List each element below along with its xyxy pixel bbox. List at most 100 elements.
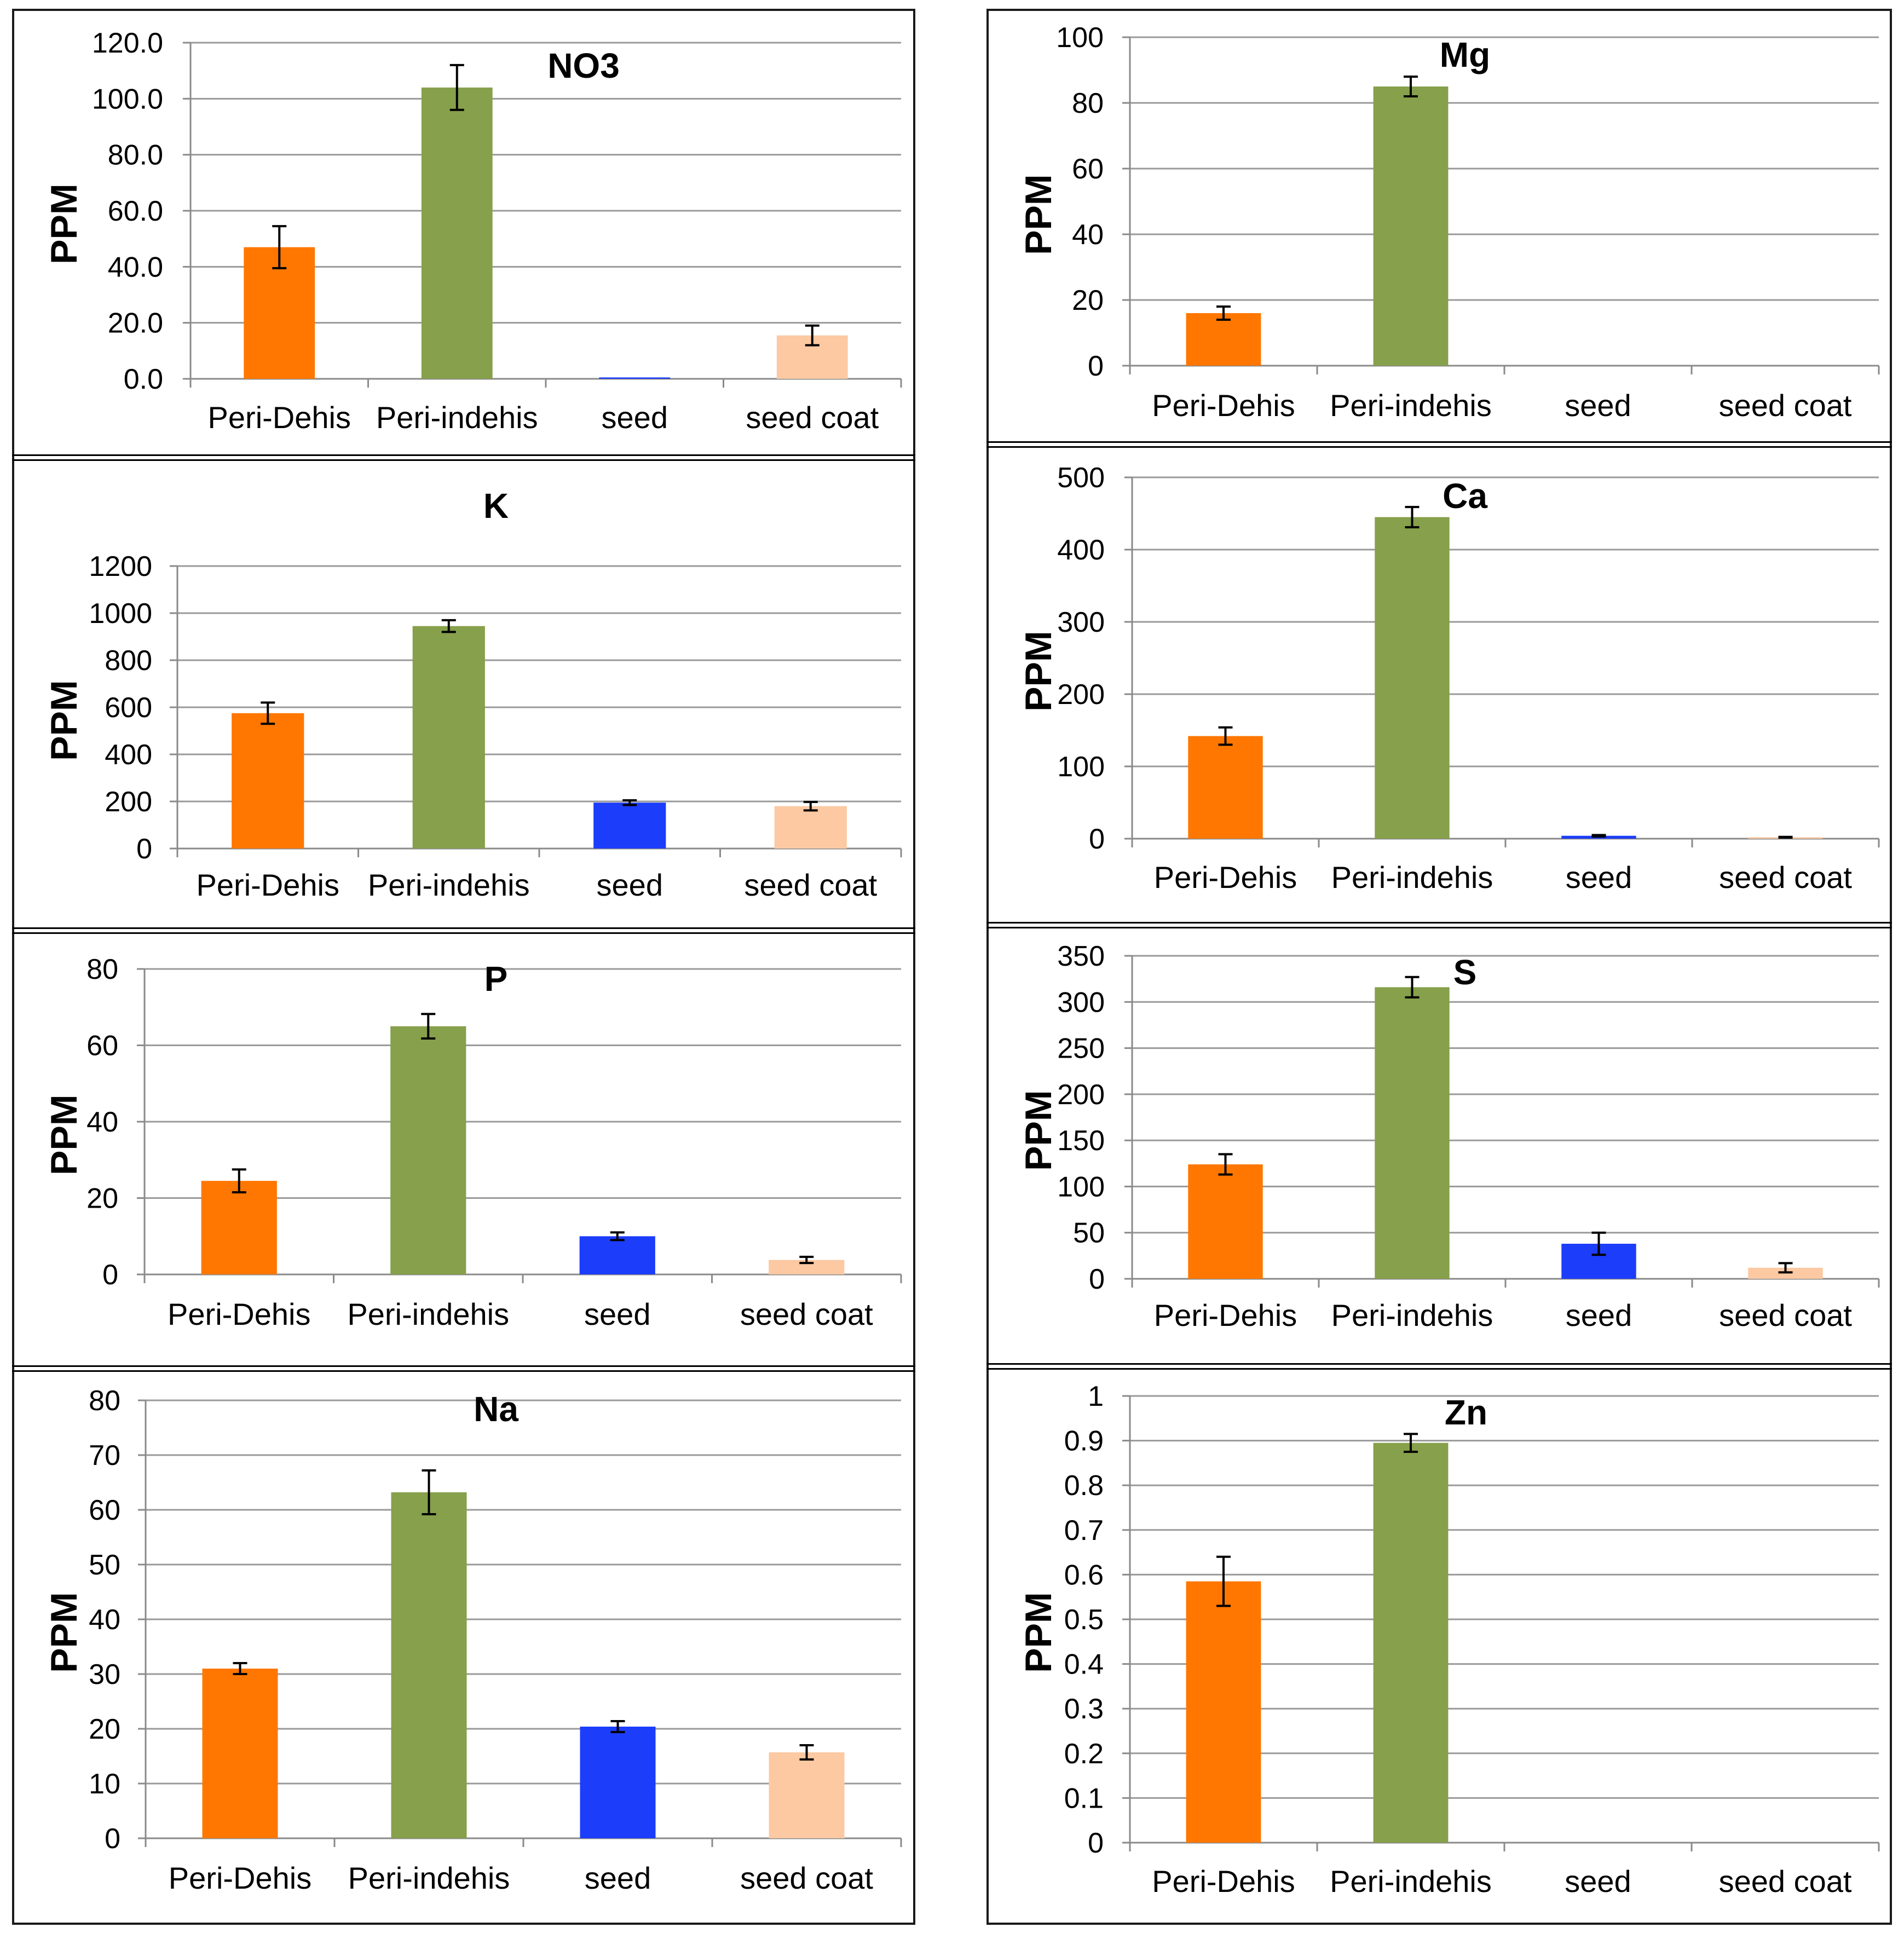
y-tick-label: 400 <box>105 739 152 771</box>
y-tick-label: 400 <box>1057 534 1105 566</box>
chart-svg-p: 0 20 40 60 80 Peri-Dehis Peri-indehis seed seed … <box>43 954 902 1331</box>
category-label-seed: seed <box>1566 860 1632 895</box>
y-tick-label: 20 <box>1072 285 1104 316</box>
chart-title: P <box>484 959 508 999</box>
category-label-peri-dehis: Peri-Dehis <box>1152 388 1295 423</box>
chart-title: K <box>483 486 509 526</box>
y-tick-label: 70 <box>89 1440 120 1472</box>
bar-peri-dehis <box>232 713 304 849</box>
bar-peri-dehis <box>1186 313 1261 366</box>
y-tick-label: 150 <box>1057 1125 1105 1157</box>
separator-right-3 <box>986 1363 1892 1370</box>
category-label-peri-indehis: Peri-indehis <box>1330 388 1492 423</box>
y-tick-label: 30 <box>89 1659 120 1690</box>
y-tick-label: 0 <box>102 1259 118 1291</box>
bar-peri-indehis <box>1375 517 1450 839</box>
y-tick-label: 100 <box>1057 1171 1105 1203</box>
y-tick-label: 1 <box>1088 1381 1104 1412</box>
y-tick-label: 0 <box>136 833 152 865</box>
y-axis-title: PPM <box>1018 1592 1059 1672</box>
bar-peri-indehis <box>412 626 485 849</box>
error-bar-peri-indehis <box>1404 76 1418 97</box>
bar-seed-coat <box>774 806 847 849</box>
category-label-seed-coat: seed coat <box>1719 1864 1852 1899</box>
y-tick-label: 200 <box>1057 1079 1105 1111</box>
category-label-seed-coat: seed coat <box>1719 860 1852 895</box>
y-tick-label: 500 <box>1057 462 1105 494</box>
bar-seed <box>579 1236 655 1274</box>
category-label-seed-coat: seed coat <box>746 400 879 435</box>
error-bar-seed-coat <box>805 324 820 347</box>
chart-panel-zn: 0 0.1 0.2 0.3 0.4 0.5 0.6 0.7 0.8 0.9 1 Peri-Dehis P… <box>989 1372 1890 1923</box>
y-tick-label: 0.3 <box>1064 1693 1104 1725</box>
category-label-peri-indehis: Peri-indehis <box>376 400 538 435</box>
y-tick-label: 350 <box>1057 940 1105 972</box>
y-tick-label: 60.0 <box>108 195 163 227</box>
y-tick-label: 0.2 <box>1064 1738 1104 1770</box>
error-bar-seed <box>610 1231 625 1242</box>
bar-seed-coat <box>769 1752 845 1838</box>
error-bar-peri-dehis <box>1218 1153 1233 1176</box>
error-bar-seed-coat <box>1778 835 1793 839</box>
y-tick-label: 80 <box>86 954 118 985</box>
chart-svg-ca: 0 100 200 300 400 500 Peri-Dehis Peri-indehis se… <box>1018 462 1880 895</box>
separator-left-2 <box>12 927 915 934</box>
category-label-seed: seed <box>1565 388 1631 423</box>
category-label-peri-indehis: Peri-indehis <box>347 1297 509 1331</box>
y-tick-label: 0.7 <box>1064 1515 1104 1547</box>
error-bar-seed <box>622 799 637 806</box>
y-tick-label: 0 <box>1089 1263 1105 1295</box>
error-bar-peri-dehis <box>261 701 275 725</box>
error-bar-peri-indehis <box>1405 506 1420 529</box>
y-tick-label: 800 <box>105 645 152 677</box>
category-label-seed-coat: seed coat <box>740 1861 873 1895</box>
category-label-seed: seed <box>1565 1864 1631 1899</box>
bar-peri-dehis <box>201 1181 277 1274</box>
error-bar-peri-dehis <box>1216 1555 1231 1607</box>
category-label-peri-dehis: Peri-Dehis <box>197 868 339 902</box>
error-bar-peri-dehis <box>272 225 287 269</box>
y-axis-title: PPM <box>43 680 85 760</box>
bar-seed <box>580 1727 656 1838</box>
y-tick-label: 300 <box>1057 607 1105 638</box>
y-tick-label: 0 <box>1089 823 1105 855</box>
y-tick-label: 0.9 <box>1064 1426 1104 1457</box>
y-tick-label: 40 <box>86 1106 118 1138</box>
chart-title: NO3 <box>547 46 620 85</box>
y-tick-label: 80 <box>1072 88 1104 119</box>
y-tick-label: 250 <box>1057 1033 1105 1065</box>
y-tick-label: 0.4 <box>1064 1649 1104 1681</box>
y-tick-label: 600 <box>105 692 152 724</box>
y-axis-title: PPM <box>1018 174 1059 255</box>
y-tick-label: 200 <box>1057 679 1105 711</box>
error-bar-seed-coat <box>799 1744 814 1761</box>
category-label-peri-indehis: Peri-indehis <box>348 1861 510 1895</box>
y-tick-label: 0.6 <box>1064 1559 1104 1591</box>
error-bar-seed <box>1591 1231 1606 1256</box>
chart-panel-k: 0 200 400 600 800 1000 1200 Peri-Dehis Peri-inde… <box>14 463 913 925</box>
bar-peri-dehis <box>1186 1581 1261 1843</box>
y-tick-label: 80 <box>89 1385 120 1417</box>
y-axis-title: PPM <box>43 1094 85 1175</box>
chart-svg-mg: 0 20 40 60 80 100 Peri-Dehis Peri-indehis seed se… <box>1018 22 1880 423</box>
chart-title: S <box>1453 953 1477 992</box>
separator-left-1 <box>12 454 915 461</box>
error-bar-peri-indehis <box>1404 1433 1418 1453</box>
y-tick-label: 60 <box>1072 153 1104 185</box>
y-tick-label: 300 <box>1057 986 1105 1018</box>
bar-seed <box>599 377 671 379</box>
y-tick-label: 40 <box>89 1604 120 1636</box>
chart-svg-no3: 0.0 20.0 40.0 60.0 80.0 100.0 120.0 Peri-Dehis P… <box>43 27 902 435</box>
chart-panel-mg: 0 20 40 60 80 100 Peri-Dehis Peri-indehis seed se… <box>989 11 1890 441</box>
category-label-peri-dehis: Peri-Dehis <box>208 400 351 435</box>
error-bar-peri-indehis <box>422 1469 436 1515</box>
chart-panel-ca: 0 100 200 300 400 500 Peri-Dehis Peri-indehis se… <box>989 450 1890 922</box>
category-label-seed-coat: seed coat <box>740 1297 873 1331</box>
category-label-peri-dehis: Peri-Dehis <box>1154 1298 1297 1332</box>
error-bar-peri-indehis <box>1405 976 1420 999</box>
error-bar-peri-indehis <box>449 64 464 111</box>
y-tick-label: 80.0 <box>108 140 163 171</box>
y-tick-label: 1000 <box>89 598 152 630</box>
error-bar-seed <box>610 1720 625 1733</box>
category-label-peri-dehis: Peri-Dehis <box>169 1861 311 1895</box>
